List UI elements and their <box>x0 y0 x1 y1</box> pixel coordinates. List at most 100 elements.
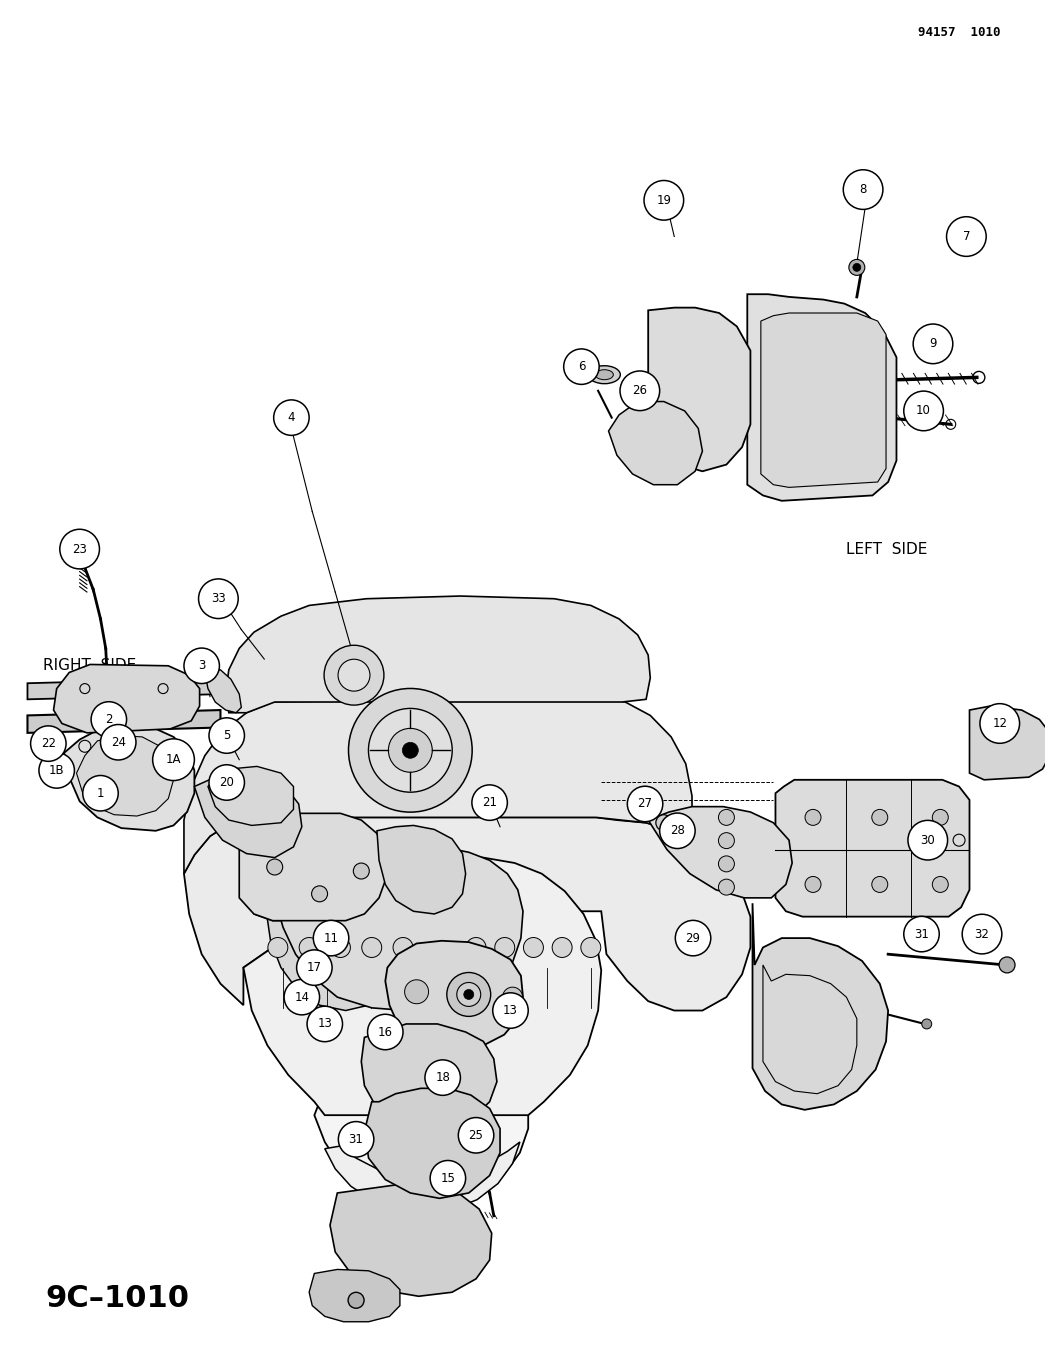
Circle shape <box>83 776 118 811</box>
Circle shape <box>30 726 66 761</box>
Circle shape <box>932 810 949 826</box>
Circle shape <box>502 987 523 1007</box>
Text: 30: 30 <box>920 834 935 847</box>
Polygon shape <box>254 898 389 1010</box>
Circle shape <box>523 937 544 958</box>
Circle shape <box>871 877 888 893</box>
Polygon shape <box>226 596 651 713</box>
Polygon shape <box>649 807 792 898</box>
Text: 7: 7 <box>962 230 970 243</box>
Text: 3: 3 <box>198 659 205 672</box>
Ellipse shape <box>589 366 620 383</box>
Circle shape <box>285 979 320 1015</box>
Circle shape <box>368 709 452 792</box>
Text: 24: 24 <box>111 736 126 749</box>
Polygon shape <box>27 710 221 733</box>
Circle shape <box>184 648 220 683</box>
Text: 32: 32 <box>975 928 990 940</box>
Circle shape <box>267 859 282 876</box>
Text: RIGHT  SIDE: RIGHT SIDE <box>43 658 136 674</box>
Polygon shape <box>53 664 200 733</box>
Circle shape <box>472 785 507 820</box>
Text: 17: 17 <box>306 962 322 974</box>
Circle shape <box>338 659 370 691</box>
Text: 15: 15 <box>440 1171 455 1185</box>
Circle shape <box>430 1161 465 1196</box>
Circle shape <box>719 855 734 872</box>
Circle shape <box>447 972 491 1017</box>
Circle shape <box>660 814 696 849</box>
Circle shape <box>564 348 599 385</box>
Circle shape <box>908 820 948 859</box>
Circle shape <box>962 915 1002 954</box>
Text: 2: 2 <box>105 713 113 726</box>
Text: 12: 12 <box>993 717 1007 730</box>
Circle shape <box>153 738 195 780</box>
Circle shape <box>904 916 939 952</box>
Text: 20: 20 <box>220 776 234 790</box>
Polygon shape <box>64 726 195 831</box>
Text: 28: 28 <box>669 824 685 838</box>
Circle shape <box>308 1006 342 1041</box>
Circle shape <box>852 264 861 272</box>
Polygon shape <box>364 1088 500 1198</box>
Text: 16: 16 <box>378 1025 393 1038</box>
Text: 4: 4 <box>288 412 295 424</box>
Text: 1B: 1B <box>49 764 65 777</box>
Circle shape <box>628 787 663 822</box>
Circle shape <box>60 530 99 569</box>
Polygon shape <box>184 697 692 874</box>
Polygon shape <box>208 767 294 826</box>
Circle shape <box>367 1014 403 1049</box>
Polygon shape <box>184 818 750 1010</box>
Circle shape <box>199 578 238 619</box>
Circle shape <box>405 979 429 1003</box>
Circle shape <box>457 982 481 1006</box>
Circle shape <box>268 937 288 958</box>
Polygon shape <box>310 1270 400 1322</box>
Polygon shape <box>76 736 174 816</box>
Text: 8: 8 <box>860 183 867 196</box>
Text: 22: 22 <box>41 737 55 751</box>
Circle shape <box>362 937 382 958</box>
Text: 10: 10 <box>916 405 931 417</box>
Circle shape <box>980 703 1020 744</box>
Text: 14: 14 <box>294 991 310 1003</box>
Text: 1: 1 <box>96 787 105 800</box>
Polygon shape <box>649 308 750 471</box>
Text: 9C–1010: 9C–1010 <box>45 1284 189 1314</box>
Polygon shape <box>385 940 523 1048</box>
Circle shape <box>581 937 600 958</box>
Polygon shape <box>970 706 1046 780</box>
Text: 21: 21 <box>482 796 497 810</box>
Polygon shape <box>361 1024 497 1126</box>
Polygon shape <box>275 845 523 1010</box>
Circle shape <box>209 718 245 753</box>
Text: 9: 9 <box>929 338 937 350</box>
Text: 19: 19 <box>656 194 672 207</box>
Circle shape <box>312 886 327 901</box>
Circle shape <box>393 937 413 958</box>
Text: 31: 31 <box>914 928 929 940</box>
Polygon shape <box>609 402 703 484</box>
Circle shape <box>676 920 711 956</box>
Circle shape <box>467 937 486 958</box>
Polygon shape <box>195 772 302 858</box>
Polygon shape <box>240 814 385 921</box>
Circle shape <box>932 877 949 893</box>
Text: 29: 29 <box>685 932 701 944</box>
Polygon shape <box>325 1142 520 1212</box>
Circle shape <box>999 956 1015 972</box>
Text: 23: 23 <box>72 542 87 555</box>
Circle shape <box>719 880 734 896</box>
Text: 27: 27 <box>638 798 653 811</box>
Circle shape <box>656 815 672 831</box>
Circle shape <box>209 765 245 800</box>
Circle shape <box>843 169 883 210</box>
Polygon shape <box>775 780 970 917</box>
Text: 1A: 1A <box>165 753 181 767</box>
Text: 31: 31 <box>348 1132 364 1146</box>
Circle shape <box>39 753 74 788</box>
Ellipse shape <box>595 370 613 379</box>
Text: 33: 33 <box>211 592 226 605</box>
